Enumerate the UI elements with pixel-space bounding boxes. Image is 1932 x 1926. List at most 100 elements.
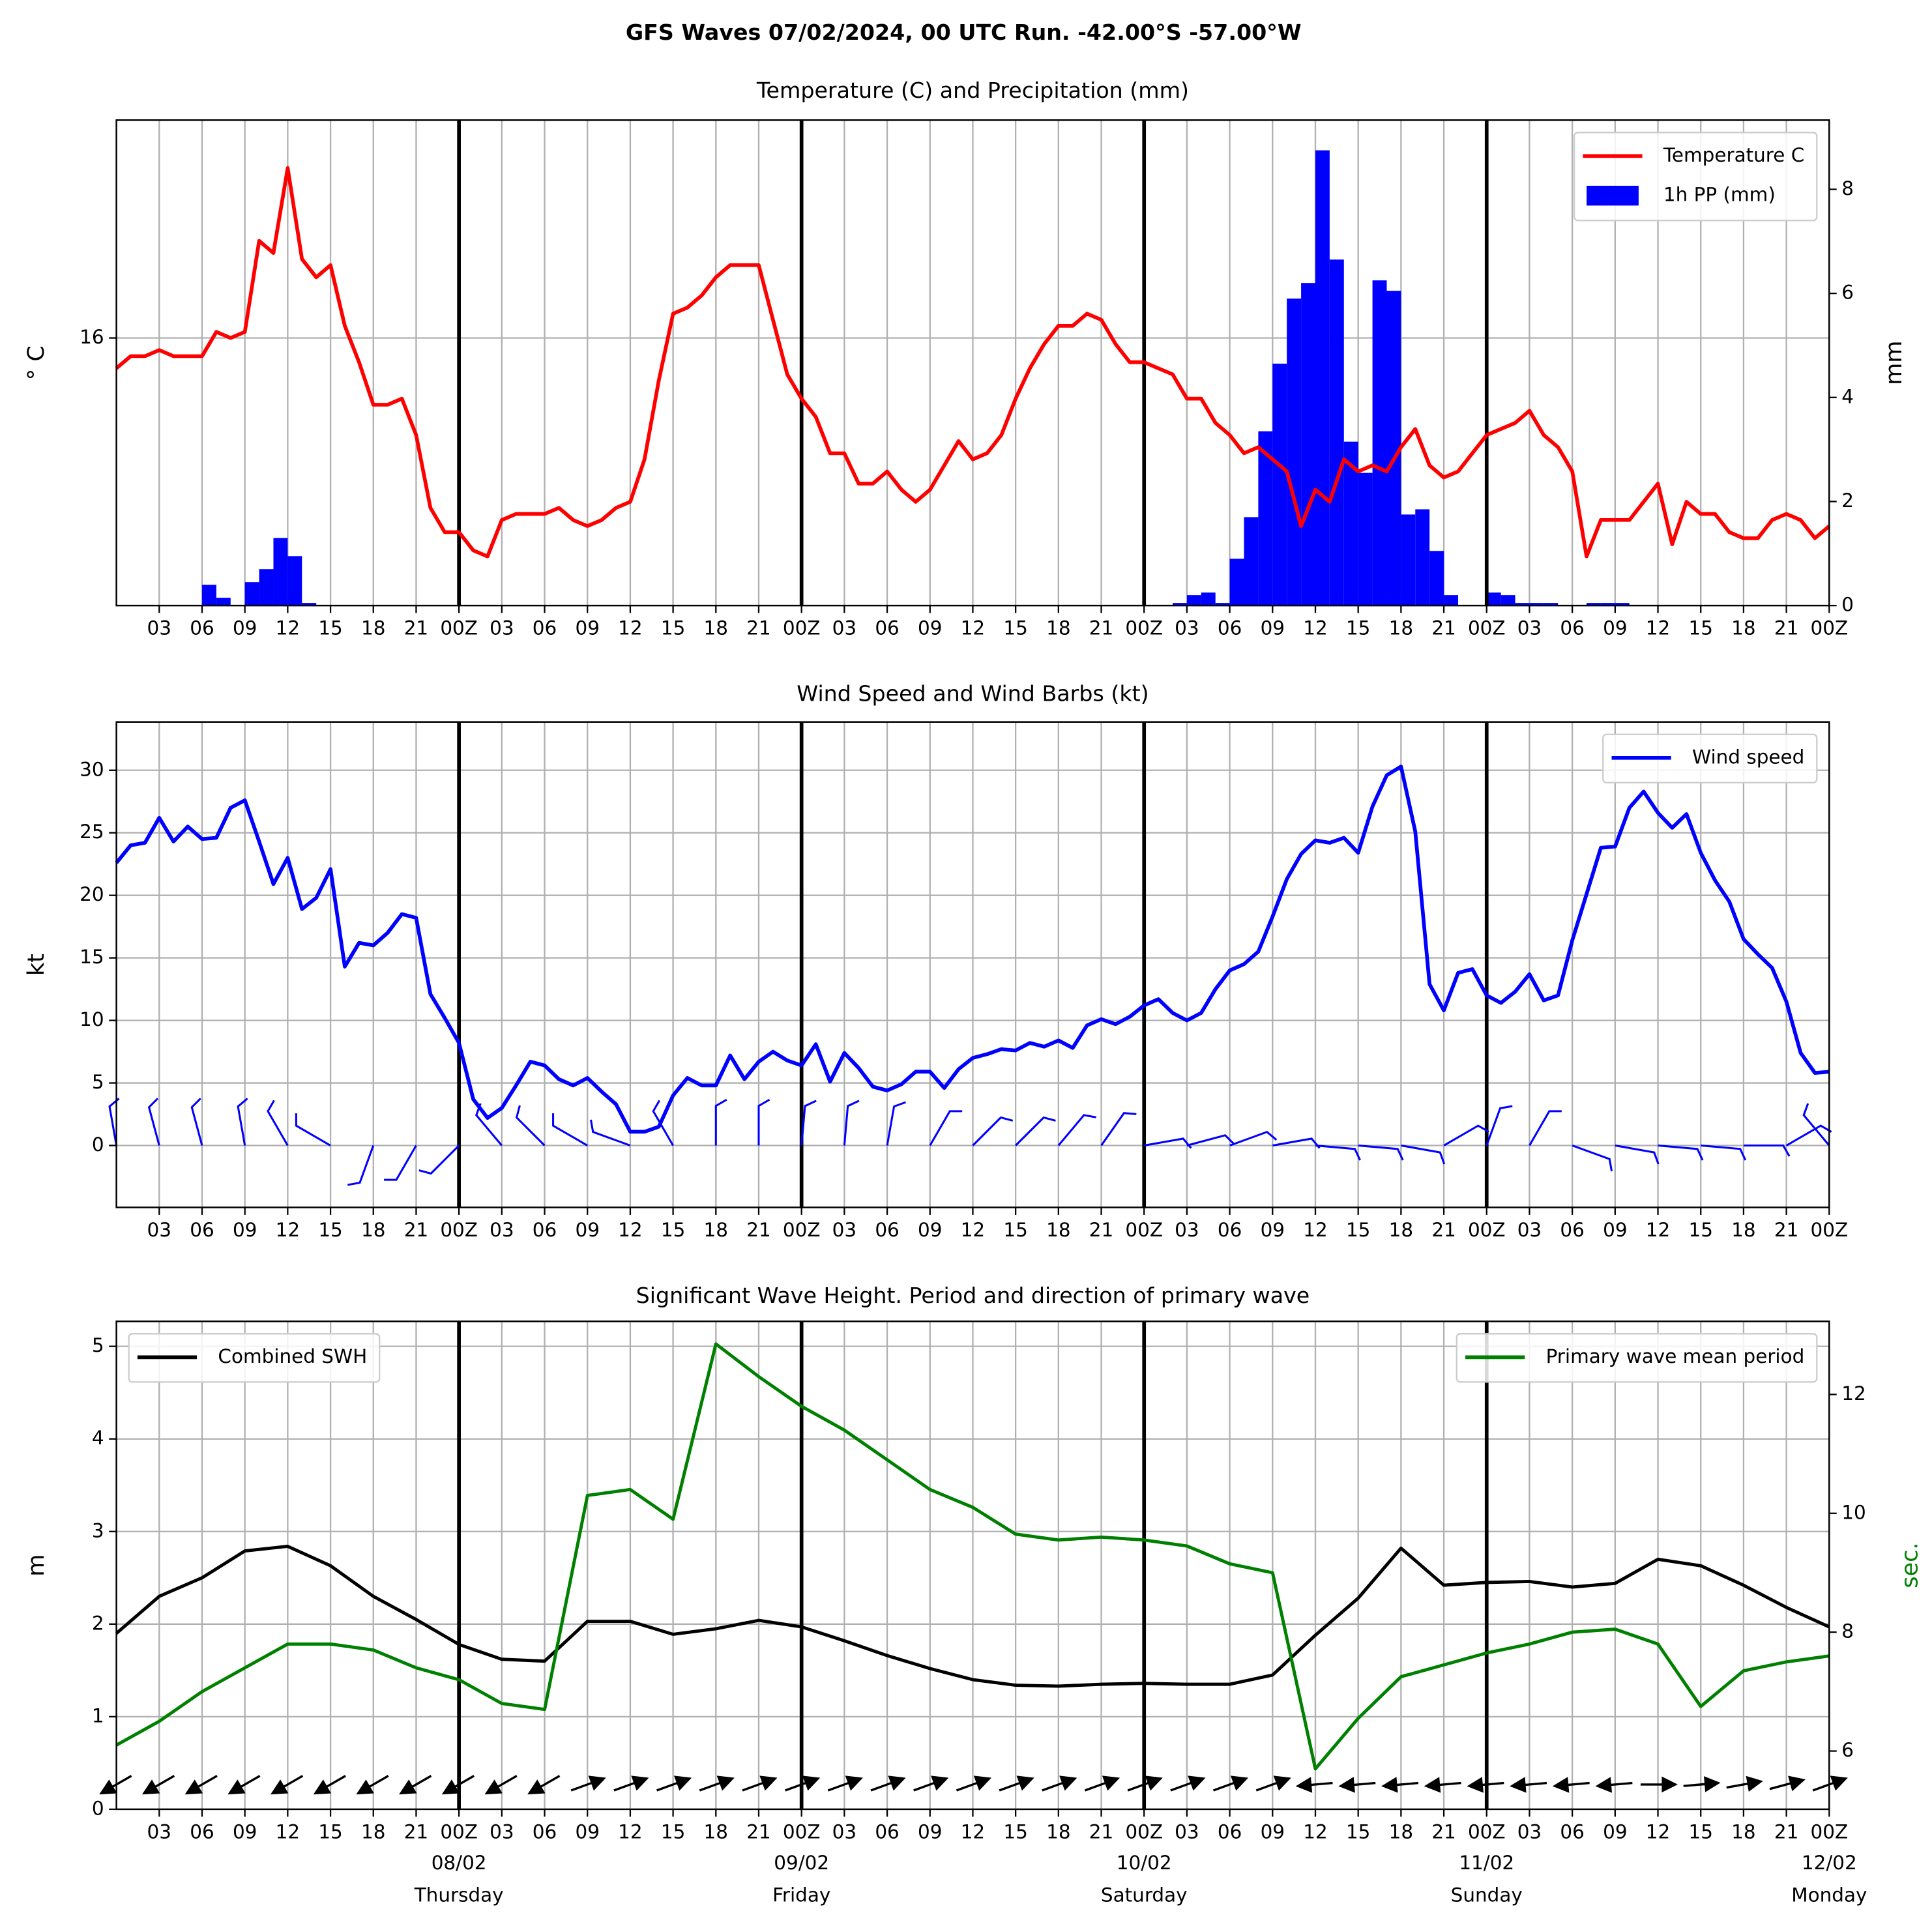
y2-tick-label: 8 — [1841, 1620, 1854, 1642]
bar — [1272, 363, 1287, 606]
y2-tick-label: 6 — [1841, 282, 1854, 304]
x-tick-label: 09 — [918, 1219, 942, 1241]
date-label: 08/02 — [432, 1852, 487, 1874]
wave-arrow — [227, 1775, 261, 1795]
x-tick-label: 12 — [1303, 1219, 1327, 1241]
x-tick-label: 15 — [1688, 1219, 1712, 1241]
x-tick-label: 00Z — [783, 1821, 821, 1843]
bar — [244, 582, 259, 606]
x-tick-label: 03 — [832, 617, 856, 639]
x-tick-label: 06 — [533, 617, 557, 639]
series-line — [115, 1342, 1830, 1771]
x-tick-label: 09 — [575, 1821, 599, 1843]
x-tick-label: 18 — [1046, 1821, 1070, 1843]
bar — [1173, 603, 1187, 606]
x-tick-label: 06 — [1560, 617, 1584, 639]
wind-barb — [384, 1145, 417, 1181]
x-tick-label: 03 — [1175, 1219, 1199, 1241]
wave-arrow — [1295, 1777, 1333, 1793]
wave-arrow — [827, 1775, 863, 1792]
x-tick-label: 03 — [147, 617, 171, 639]
wave-arrow — [1042, 1775, 1077, 1792]
x-tick-label: 03 — [490, 1821, 514, 1843]
bar — [1444, 595, 1458, 606]
wave-arrow — [785, 1775, 821, 1792]
x-tick-label: 06 — [1560, 1821, 1584, 1843]
panel-title: Wind Speed and Wind Barbs (kt) — [797, 680, 1149, 706]
bar — [1515, 603, 1530, 606]
x-tick-label: 18 — [361, 1821, 385, 1843]
x-tick-label: 12 — [618, 617, 642, 639]
x-tick-label: 15 — [1346, 1219, 1370, 1241]
legend-label: 1h PP (mm) — [1663, 184, 1776, 206]
wind-barb — [1529, 1110, 1562, 1146]
plot-frame — [115, 1320, 1830, 1811]
bar — [1544, 603, 1559, 606]
x-tick-label: 03 — [832, 1821, 856, 1843]
wind-barb — [237, 1098, 248, 1146]
wind-barb — [190, 1098, 203, 1146]
bar — [1287, 299, 1302, 606]
x-tick-label: 09 — [1261, 1219, 1285, 1241]
wind-barb — [418, 1145, 460, 1175]
y2-tick-label: 10 — [1841, 1501, 1866, 1523]
y-tick-label: 3 — [92, 1519, 104, 1541]
wave-arrow — [271, 1775, 304, 1795]
wave-arrow — [1769, 1775, 1806, 1792]
x-tick-label: 09 — [1261, 617, 1285, 639]
x-tick-label: 00Z — [440, 617, 478, 639]
wave-arrow — [1812, 1775, 1848, 1792]
x-tick-label: 09 — [918, 617, 942, 639]
wind-barb — [475, 1103, 503, 1146]
bar — [1229, 559, 1244, 606]
x-tick-label: 00Z — [1468, 1821, 1506, 1843]
x-tick-label: 21 — [1089, 617, 1113, 639]
x-tick-label: 00Z — [440, 1821, 478, 1843]
wave-arrow — [184, 1775, 218, 1795]
y2-axis-label: sec. — [1897, 1542, 1924, 1588]
x-tick-label: 06 — [875, 1219, 899, 1241]
wave-arrow — [141, 1775, 175, 1795]
y-tick-label: 5 — [92, 1071, 104, 1093]
series-line — [115, 765, 1830, 1134]
x-tick-label: 09 — [233, 1821, 257, 1843]
bar — [1215, 603, 1230, 606]
x-tick-label: 21 — [1774, 1219, 1798, 1241]
wave-arrow — [1255, 1775, 1291, 1792]
day-label: Monday — [1791, 1884, 1867, 1906]
x-tick-label: 06 — [190, 1821, 214, 1843]
x-tick-label: 21 — [1089, 1219, 1113, 1241]
x-tick-label: 18 — [1389, 1821, 1413, 1843]
x-tick-label: 06 — [533, 1219, 557, 1241]
x-tick-label: 00Z — [783, 1219, 821, 1241]
wind-barb — [1572, 1145, 1613, 1172]
bar — [1315, 150, 1330, 606]
x-tick-label: 18 — [704, 1821, 728, 1843]
legend-label: Combined SWH — [218, 1345, 367, 1367]
x-tick-label: 12 — [961, 617, 985, 639]
wave-arrow — [1381, 1777, 1419, 1793]
wind-barb — [589, 1119, 631, 1146]
x-tick-label: 00Z — [1125, 617, 1163, 639]
wind-barb — [347, 1145, 375, 1186]
y-tick-label: 10 — [80, 1008, 104, 1030]
y2-tick-label: 8 — [1841, 177, 1854, 199]
x-tick-label: 15 — [318, 1821, 342, 1843]
x-tick-label: 18 — [1389, 1219, 1413, 1241]
legend-box — [128, 1333, 381, 1383]
x-tick-label: 21 — [1431, 617, 1456, 639]
x-tick-label: 18 — [1046, 617, 1070, 639]
wave-arrow — [399, 1775, 432, 1795]
x-tick-label: 15 — [318, 1219, 342, 1241]
panel-title: Temperature (C) and Precipitation (mm) — [756, 78, 1189, 103]
bar — [216, 598, 231, 606]
x-tick-label: 12 — [618, 1821, 642, 1843]
legend-label: Primary wave mean period — [1546, 1345, 1805, 1367]
x-tick-label: 18 — [704, 617, 728, 639]
bar — [1244, 517, 1259, 606]
date-label: 11/02 — [1459, 1852, 1514, 1874]
wave-arrow — [1213, 1775, 1249, 1792]
wind-barb — [1100, 1112, 1137, 1146]
bar — [1486, 592, 1501, 606]
